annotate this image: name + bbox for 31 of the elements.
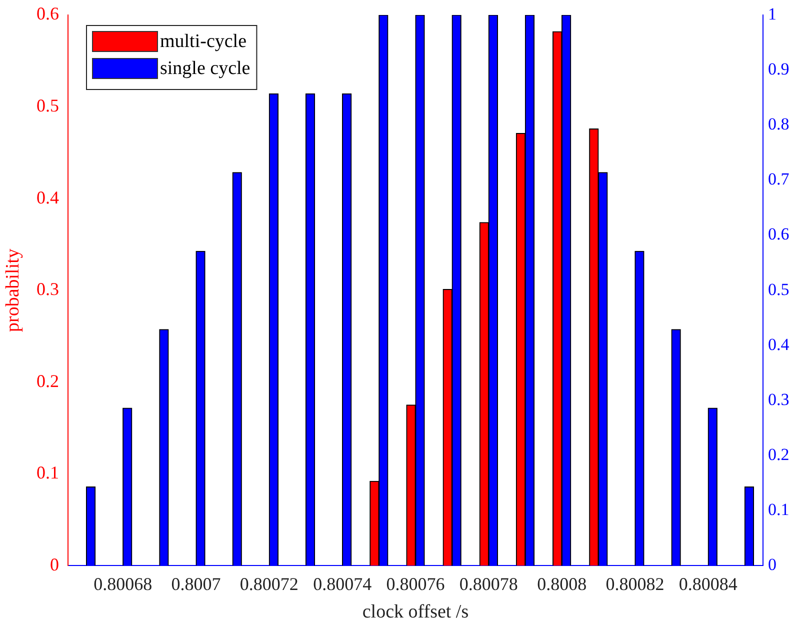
y2-tick-label: 0.7 [768, 170, 790, 189]
x-tick-label: 0.80068 [94, 574, 152, 594]
y-tick-label: 0.1 [36, 462, 59, 483]
y-tick-label: 0.4 [36, 187, 59, 208]
x-tick-label: 0.80076 [386, 574, 445, 594]
y-tick-label: 0.3 [36, 279, 59, 300]
y2-tick-label: 0.6 [768, 224, 790, 244]
legend-label: single cycle [160, 58, 250, 79]
x-tick-label: 0.80082 [606, 574, 664, 594]
x-axis-title: clock offset /s [362, 602, 469, 623]
x-tick-label: 0.80074 [313, 574, 372, 594]
y-tick-label: 0.6 [36, 4, 59, 24]
y2-tick-label: 0.3 [768, 390, 790, 409]
x-tick-label: 0.8007 [171, 574, 221, 594]
y2-tick-label: 0.2 [768, 444, 790, 464]
y2-tick-label: 0.8 [768, 114, 790, 134]
y-tick-label: 0.5 [36, 96, 59, 116]
x-tick-label: 0.80078 [459, 574, 518, 594]
y-axis-title: probability [2, 248, 24, 332]
y2-tick-label: 0.9 [768, 60, 790, 79]
legend-label: multi-cycle [160, 30, 247, 52]
y-tick-label: 0 [50, 554, 59, 574]
y-tick-label: 0.2 [36, 370, 59, 391]
x-tick-label: 0.8008 [537, 574, 587, 594]
y2-tick-label: 1 [768, 4, 776, 24]
y2-tick-label: 0.1 [768, 500, 790, 520]
x-tick-label: 0.80072 [240, 574, 298, 594]
y2-tick-label: 0.4 [768, 334, 790, 354]
y2-tick-label: 0.5 [768, 280, 790, 299]
y2-tick-label: 0 [768, 555, 776, 574]
x-tick-label: 0.80084 [678, 574, 738, 594]
